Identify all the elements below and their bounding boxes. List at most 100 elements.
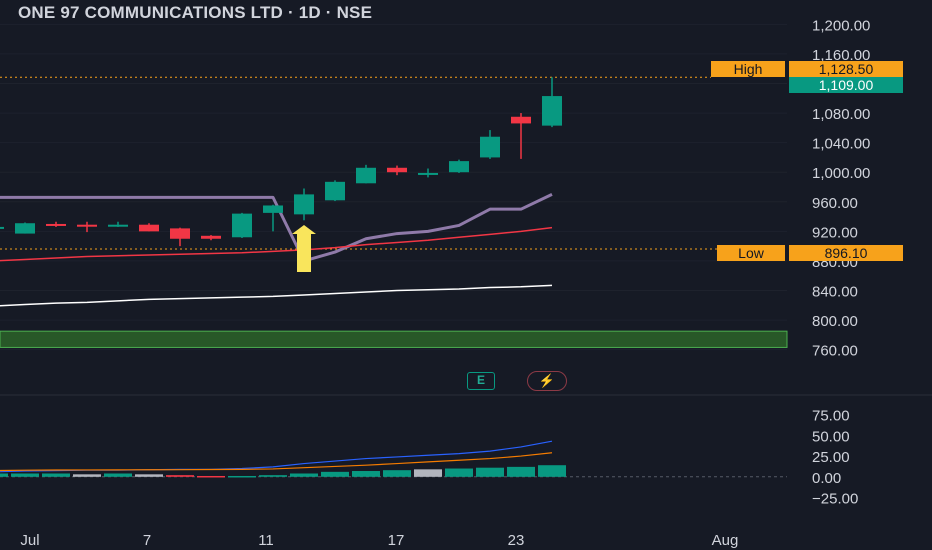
last-price-badge: 1,109.00	[789, 77, 903, 93]
candle[interactable]	[46, 221, 66, 227]
histogram-bar	[259, 475, 287, 477]
up-arrow-icon	[292, 225, 316, 272]
candle[interactable]	[449, 159, 469, 173]
signal-arrow	[292, 225, 316, 272]
price-tick-label: 1,000.00	[812, 165, 870, 182]
low-label-badge: Low	[717, 245, 785, 261]
price-tick-label: 1,160.00	[812, 47, 870, 64]
histogram-bar	[135, 474, 163, 477]
candle[interactable]	[263, 204, 283, 232]
price-tick-label: 760.00	[812, 343, 858, 360]
candle-body	[46, 223, 66, 226]
candle-body	[387, 167, 407, 173]
candle-body	[0, 226, 4, 229]
time-tick-label: 23	[508, 532, 525, 549]
candle-body	[449, 161, 469, 173]
candle-body	[511, 116, 531, 124]
indicator-line	[0, 440, 553, 473]
price-tick-label: 1,200.00	[812, 17, 870, 34]
dividend-icon[interactable]: ⚡	[527, 371, 567, 391]
candle[interactable]	[201, 235, 221, 241]
price-tick-label: 800.00	[812, 313, 858, 330]
candles[interactable]	[0, 77, 562, 247]
moving-averages	[0, 193, 553, 307]
candle-body	[232, 213, 252, 238]
time-tick-label: Jul	[20, 532, 39, 549]
histogram-bar	[445, 468, 473, 477]
candle[interactable]	[139, 223, 159, 232]
candle[interactable]	[15, 222, 35, 234]
candle-body	[480, 136, 500, 158]
histogram-bar	[0, 473, 8, 477]
candle[interactable]	[232, 212, 252, 239]
histogram-bar	[73, 474, 101, 477]
histogram-bar	[42, 473, 70, 477]
indicator-tick-label: −25.00	[812, 491, 858, 508]
indicator-tick-label: 25.00	[812, 449, 850, 466]
candle[interactable]	[170, 227, 190, 247]
time-tick-label: 7	[143, 532, 151, 549]
grid	[0, 23, 932, 396]
price-tick-label: 840.00	[812, 284, 858, 301]
support-zone-rect	[0, 330, 788, 348]
candle-body	[356, 167, 376, 184]
histogram-bar	[352, 471, 380, 477]
candle[interactable]	[0, 225, 4, 232]
histogram-bar	[507, 466, 535, 477]
candle-body	[108, 224, 128, 227]
candle[interactable]	[108, 221, 128, 227]
candle[interactable]	[387, 165, 407, 176]
candle-body	[263, 205, 283, 213]
indicator-tick-label: 50.00	[812, 428, 850, 445]
candle-body	[294, 194, 314, 215]
candle-body	[325, 181, 345, 201]
overlay-line	[0, 193, 553, 263]
histogram-bar	[476, 467, 504, 477]
histogram-bar	[166, 475, 194, 477]
candle[interactable]	[480, 130, 500, 159]
candle[interactable]	[418, 168, 438, 178]
time-axis[interactable]: Jul 7 11 17 23 Aug	[20, 532, 738, 549]
histogram-bar	[383, 470, 411, 477]
histogram-bar	[321, 471, 349, 477]
indicator-line	[0, 452, 553, 472]
high-low-lines	[0, 76, 717, 250]
candle[interactable]	[325, 180, 345, 202]
price-tick-label: 1,040.00	[812, 136, 870, 153]
candle-body	[542, 96, 562, 126]
earnings-icon[interactable]: E	[467, 372, 495, 390]
histogram-bar	[538, 465, 566, 477]
time-tick-label: 17	[388, 532, 405, 549]
histogram-bar	[414, 469, 442, 477]
candle-body	[170, 228, 190, 239]
indicator-tick-label: 75.00	[812, 408, 850, 425]
candle[interactable]	[77, 221, 97, 233]
indicator-tick-label: 0.00	[812, 470, 841, 487]
candle-body	[418, 172, 438, 175]
histogram-bar	[228, 475, 256, 478]
histogram-bar	[11, 473, 39, 477]
overlay-line	[0, 226, 553, 262]
histogram-bar	[104, 473, 132, 477]
candle[interactable]	[356, 164, 376, 184]
price-tick-label: 920.00	[812, 224, 858, 241]
price-tick-label: 960.00	[812, 195, 858, 212]
histogram-bar	[290, 473, 318, 477]
candle-body	[15, 223, 35, 234]
support-zone	[0, 330, 788, 348]
candle-body	[77, 224, 97, 227]
candle[interactable]	[511, 113, 531, 159]
price-tick-label: 1,080.00	[812, 106, 870, 123]
chart-title: ONE 97 COMMUNICATIONS LTD · 1D · NSE	[18, 3, 373, 22]
candle[interactable]	[294, 188, 314, 221]
time-tick-label: 11	[258, 532, 274, 549]
candle[interactable]	[542, 77, 562, 128]
high-value-badge: 1,128.50	[789, 61, 903, 77]
candle-body	[139, 224, 159, 232]
low-value-badge: 896.10	[789, 245, 903, 261]
price-axis[interactable]: 1,200.001,160.001,120.001,080.001,040.00…	[812, 17, 870, 507]
overlay-line	[0, 284, 553, 307]
indicator-pane[interactable]	[0, 440, 787, 478]
time-tick-label: Aug	[712, 532, 739, 549]
